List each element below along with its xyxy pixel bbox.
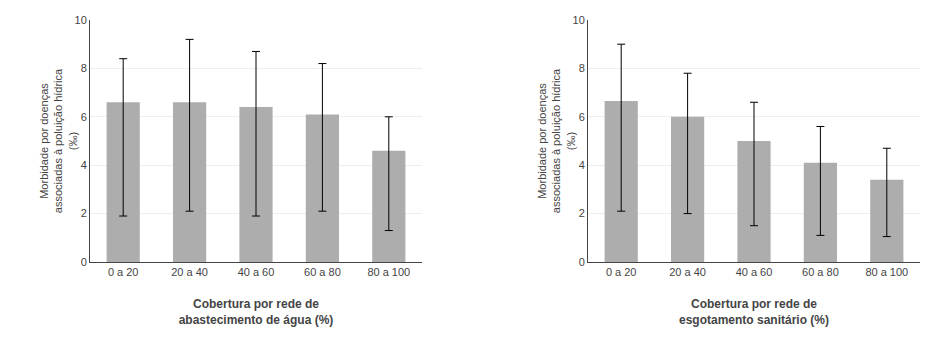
svg-text:60 a 80: 60 a 80 xyxy=(304,266,341,278)
svg-text:80 a 100: 80 a 100 xyxy=(865,266,908,278)
svg-text:4: 4 xyxy=(579,159,585,171)
svg-text:0: 0 xyxy=(579,256,585,268)
svg-text:Cobertura por rede deabastecim: Cobertura por rede deabastecimento de ág… xyxy=(179,297,334,327)
svg-text:8: 8 xyxy=(579,62,585,74)
svg-text:2: 2 xyxy=(81,207,87,219)
svg-text:6: 6 xyxy=(579,111,585,123)
svg-text:10: 10 xyxy=(573,14,585,26)
svg-text:40 a 60: 40 a 60 xyxy=(736,266,773,278)
svg-text:0 a 20: 0 a 20 xyxy=(108,266,139,278)
svg-text:2: 2 xyxy=(579,207,585,219)
svg-text:20 a 40: 20 a 40 xyxy=(669,266,706,278)
svg-text:0: 0 xyxy=(81,256,87,268)
svg-text:10: 10 xyxy=(75,14,87,26)
svg-text:0 a 20: 0 a 20 xyxy=(606,266,637,278)
svg-text:40 a 60: 40 a 60 xyxy=(238,266,275,278)
svg-text:20 a 40: 20 a 40 xyxy=(171,266,208,278)
svg-text:8: 8 xyxy=(81,62,87,74)
svg-text:60 a 80: 60 a 80 xyxy=(802,266,839,278)
svg-text:Morbidade por doençasassociada: Morbidade por doençasassociadas à poluiç… xyxy=(536,68,577,213)
svg-text:Morbidade por doençasassociada: Morbidade por doençasassociadas à poluiç… xyxy=(38,68,79,213)
svg-text:Cobertura por rede deesgotamen: Cobertura por rede deesgotamento sanitár… xyxy=(679,297,829,327)
svg-text:6: 6 xyxy=(81,111,87,123)
svg-text:4: 4 xyxy=(81,159,87,171)
svg-text:80 a 100: 80 a 100 xyxy=(367,266,410,278)
